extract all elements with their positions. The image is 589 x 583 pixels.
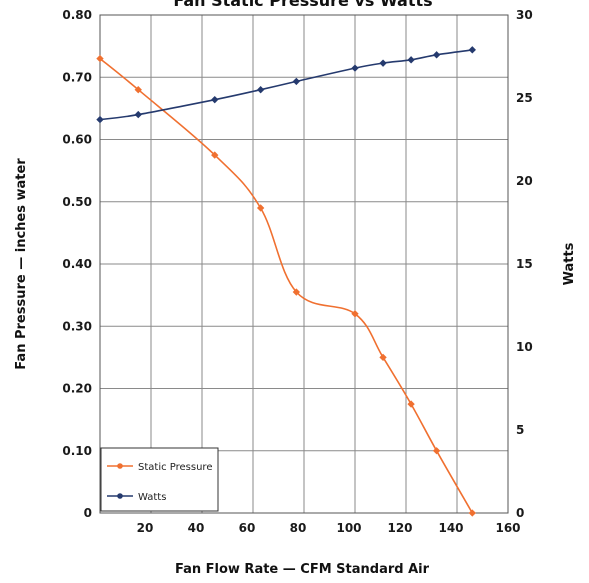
data-point-static-pressure xyxy=(379,353,387,362)
x-tick-label: 100 xyxy=(336,521,361,535)
y2-tick-label: 30 xyxy=(516,8,533,22)
data-point-watts xyxy=(134,110,142,119)
y-tick-label: 0.50 xyxy=(62,195,92,209)
data-point-static-pressure xyxy=(256,204,265,212)
y2-tick-label: 0 xyxy=(516,506,524,520)
data-point-static-pressure xyxy=(134,86,142,94)
series-line-static-pressure xyxy=(99,57,473,514)
x-tick-label: 20 xyxy=(137,521,154,535)
y-tick-label: 0 xyxy=(84,506,92,520)
data-point-static-pressure xyxy=(351,310,359,318)
data-point-watts xyxy=(96,115,104,124)
y-tick-label: 0.60 xyxy=(62,133,92,147)
y-tick-label: 0.40 xyxy=(62,257,92,271)
data-point-watts xyxy=(351,64,359,72)
data-point-static-pressure xyxy=(211,151,219,159)
x-tick-label: 40 xyxy=(188,521,205,535)
y-tick-label: 0.70 xyxy=(62,70,92,84)
y-axis-title: Fan Pressure — inches water xyxy=(14,158,29,370)
data-point-watts xyxy=(211,95,219,104)
x-tick-label: 140 xyxy=(438,521,463,535)
y-tick-label: 0.20 xyxy=(62,382,92,396)
data-point-static-pressure xyxy=(292,288,301,296)
legend-marker-static-pressure xyxy=(117,463,123,469)
data-point-static-pressure xyxy=(407,400,415,408)
data-point-watts xyxy=(432,51,441,59)
x-axis-ticks: 20 40 60 80 100 120 140 160 xyxy=(137,521,521,535)
y2-tick-label: 25 xyxy=(516,91,533,105)
y2-axis-ticks: 0 5 10 15 20 25 30 xyxy=(516,8,533,520)
data-point-watts xyxy=(468,46,476,54)
x-tick-label: 120 xyxy=(387,521,412,535)
legend-box xyxy=(100,447,219,512)
legend-marker-watts xyxy=(117,493,123,499)
y2-tick-label: 10 xyxy=(516,340,533,354)
data-point-static-pressure xyxy=(468,509,476,517)
x-tick-label: 80 xyxy=(290,521,307,535)
x-tick-label: 160 xyxy=(495,521,520,535)
y-axis-ticks: 0 0.10 0.20 0.30 0.40 0.50 0.60 0.70 0.80 xyxy=(62,8,92,520)
data-point-watts xyxy=(292,77,301,86)
data-point-static-pressure xyxy=(432,447,441,455)
legend-label-watts: Watts xyxy=(138,492,166,503)
y-tick-label: 0.80 xyxy=(62,8,92,22)
y2-tick-label: 5 xyxy=(516,423,524,437)
series-lines xyxy=(96,46,476,517)
data-point-watts xyxy=(256,86,265,94)
data-point-watts xyxy=(379,59,387,67)
legend-label-static-pressure: Static Pressure xyxy=(138,462,212,473)
x-tick-label: 60 xyxy=(239,521,256,535)
series-line-watts xyxy=(99,49,473,121)
y2-tick-label: 20 xyxy=(516,174,533,188)
x-axis-title: Fan Flow Rate — CFM Standard Air xyxy=(175,562,430,577)
y2-tick-label: 15 xyxy=(516,257,533,271)
y2-axis-title: Watts xyxy=(562,242,577,285)
plot-area-border xyxy=(99,14,509,514)
legend: Static Pressure Watts xyxy=(100,447,219,512)
chart-title: Fan Static Pressure vs Watts xyxy=(173,0,432,10)
gridlines xyxy=(100,15,508,513)
y-tick-label: 0.30 xyxy=(62,319,92,333)
data-point-watts xyxy=(407,56,415,64)
y-tick-label: 0.10 xyxy=(62,444,92,458)
